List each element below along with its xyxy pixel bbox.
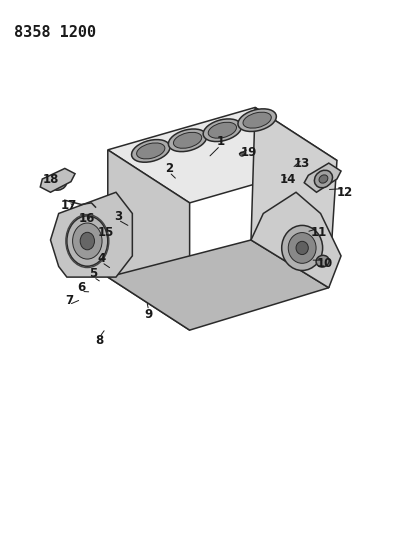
Text: 7: 7 <box>65 294 73 308</box>
Ellipse shape <box>282 225 323 270</box>
Text: 6: 6 <box>77 281 85 294</box>
Text: 5: 5 <box>89 267 98 280</box>
Ellipse shape <box>296 241 308 255</box>
Text: 8: 8 <box>96 334 104 347</box>
Ellipse shape <box>243 112 271 128</box>
Ellipse shape <box>173 132 202 148</box>
Text: 8358 1200: 8358 1200 <box>14 25 96 41</box>
Text: 4: 4 <box>98 252 106 265</box>
Text: 10: 10 <box>316 257 333 270</box>
Ellipse shape <box>288 232 316 263</box>
Ellipse shape <box>314 170 332 188</box>
Ellipse shape <box>319 175 328 183</box>
Ellipse shape <box>80 232 94 250</box>
Ellipse shape <box>238 109 276 132</box>
Ellipse shape <box>203 119 241 142</box>
Polygon shape <box>251 192 341 288</box>
Text: 9: 9 <box>145 308 153 321</box>
Ellipse shape <box>239 152 244 156</box>
Text: 3: 3 <box>114 209 122 223</box>
Ellipse shape <box>67 216 108 266</box>
Text: 18: 18 <box>42 173 59 185</box>
Text: 15: 15 <box>98 225 114 239</box>
Text: 13: 13 <box>294 157 310 169</box>
Ellipse shape <box>137 143 165 159</box>
Polygon shape <box>40 168 75 192</box>
Text: 11: 11 <box>310 225 327 239</box>
Polygon shape <box>251 108 337 288</box>
Polygon shape <box>108 150 190 330</box>
Text: 17: 17 <box>61 199 77 212</box>
Polygon shape <box>51 192 132 277</box>
Text: 19: 19 <box>241 146 257 159</box>
Polygon shape <box>108 108 337 203</box>
Text: 1: 1 <box>216 135 225 148</box>
Polygon shape <box>108 240 329 330</box>
Ellipse shape <box>73 223 102 259</box>
Ellipse shape <box>131 140 170 162</box>
Polygon shape <box>304 163 341 192</box>
Ellipse shape <box>54 177 62 185</box>
Ellipse shape <box>49 173 67 190</box>
Text: 16: 16 <box>79 212 96 225</box>
Text: 2: 2 <box>165 162 173 175</box>
Ellipse shape <box>208 122 236 138</box>
Ellipse shape <box>316 255 329 267</box>
Ellipse shape <box>169 129 207 151</box>
Text: 12: 12 <box>337 186 353 199</box>
Text: 14: 14 <box>280 173 296 185</box>
